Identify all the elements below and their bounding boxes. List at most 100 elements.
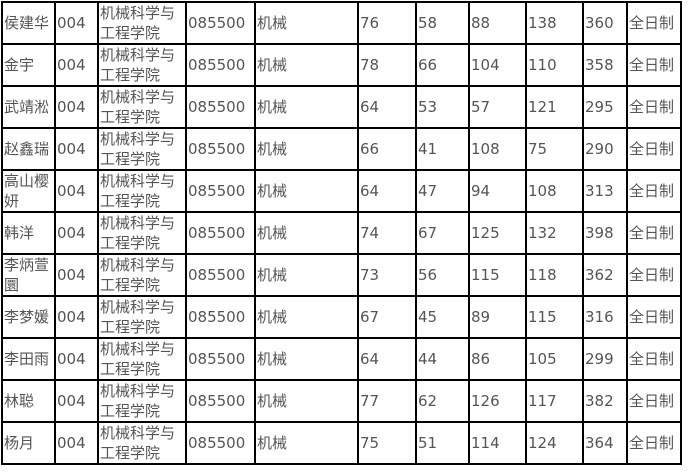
total-score-cell: 360 [582,1,628,45]
major-code-cell: 085500 [185,169,256,213]
major-cell: 机械 [254,421,359,465]
major-code-cell: 085500 [185,295,256,339]
name-cell: 金宇 [1,43,56,87]
total-score-cell: 299 [582,337,628,381]
school-cell: 机械科学与工程学院 [97,85,187,129]
name-cell: 杨月 [1,421,56,465]
major-code-cell: 085500 [185,421,256,465]
dept-code-cell: 004 [54,379,99,423]
school-cell: 机械科学与工程学院 [97,1,187,45]
name-cell: 韩洋 [1,211,56,255]
dept-code-cell: 004 [54,337,99,381]
study-mode-cell: 全日制 [626,169,682,213]
subject2-score-cell: 121 [525,85,584,129]
school-cell: 机械科学与工程学院 [97,295,187,339]
english-score-cell: 53 [415,85,470,129]
total-score-cell: 316 [582,295,628,339]
name-cell: 武靖淞 [1,85,56,129]
english-score-cell: 62 [415,379,470,423]
school-cell: 机械科学与工程学院 [97,127,187,171]
study-mode-cell: 全日制 [626,253,682,297]
major-cell: 机械 [254,43,359,87]
major-cell: 机械 [254,211,359,255]
dept-code-cell: 004 [54,169,99,213]
table-row: 金宇 004 机械科学与工程学院 085500 机械 78 66 104 110 358 全日制 [1,43,682,87]
dept-code-cell: 004 [54,1,99,45]
table-row: 李田雨 004 机械科学与工程学院 085500 机械 64 44 86 105 299 全日制 [1,337,682,381]
english-score-cell: 44 [415,337,470,381]
politics-score-cell: 76 [357,1,417,45]
study-mode-cell: 全日制 [626,85,682,129]
table-row: 林聪 004 机械科学与工程学院 085500 机械 77 62 126 117 382 全日制 [1,379,682,423]
english-score-cell: 45 [415,295,470,339]
name-cell: 李梦媛 [1,295,56,339]
school-cell: 机械科学与工程学院 [97,337,187,381]
table-row: 侯建华 004 机械科学与工程学院 085500 机械 76 58 88 138 360 全日制 [1,1,682,45]
subject1-score-cell: 86 [468,337,527,381]
school-cell: 机械科学与工程学院 [97,43,187,87]
subject1-score-cell: 104 [468,43,527,87]
name-cell: 赵鑫瑞 [1,127,56,171]
name-cell: 李田雨 [1,337,56,381]
politics-score-cell: 74 [357,211,417,255]
dept-code-cell: 004 [54,43,99,87]
total-score-cell: 290 [582,127,628,171]
politics-score-cell: 78 [357,43,417,87]
dept-code-cell: 004 [54,421,99,465]
table-row: 赵鑫瑞 004 机械科学与工程学院 085500 机械 66 41 108 75 290 全日制 [1,127,682,171]
english-score-cell: 51 [415,421,470,465]
score-table: 侯建华 004 机械科学与工程学院 085500 机械 76 58 88 138 360 全日制 金宇… [1,1,682,465]
subject1-score-cell: 114 [468,421,527,465]
subject2-score-cell: 110 [525,43,584,87]
major-code-cell: 085500 [185,127,256,171]
politics-score-cell: 66 [357,127,417,171]
dept-code-cell: 004 [54,211,99,255]
major-cell: 机械 [254,379,359,423]
major-cell: 机械 [254,85,359,129]
total-score-cell: 295 [582,85,628,129]
major-code-cell: 085500 [185,337,256,381]
major-cell: 机械 [254,337,359,381]
total-score-cell: 398 [582,211,628,255]
politics-score-cell: 75 [357,421,417,465]
name-cell: 高山樱妍 [1,169,56,213]
subject2-score-cell: 108 [525,169,584,213]
subject1-score-cell: 88 [468,1,527,45]
study-mode-cell: 全日制 [626,337,682,381]
subject2-score-cell: 132 [525,211,584,255]
name-cell: 侯建华 [1,1,56,45]
study-mode-cell: 全日制 [626,43,682,87]
major-code-cell: 085500 [185,1,256,45]
study-mode-cell: 全日制 [626,295,682,339]
subject2-score-cell: 118 [525,253,584,297]
major-code-cell: 085500 [185,211,256,255]
school-cell: 机械科学与工程学院 [97,253,187,297]
subject1-score-cell: 57 [468,85,527,129]
politics-score-cell: 64 [357,169,417,213]
subject1-score-cell: 89 [468,295,527,339]
dept-code-cell: 004 [54,253,99,297]
politics-score-cell: 73 [357,253,417,297]
dept-code-cell: 004 [54,85,99,129]
study-mode-cell: 全日制 [626,1,682,45]
table-row: 武靖淞 004 机械科学与工程学院 085500 机械 64 53 57 121 295 全日制 [1,85,682,129]
subject1-score-cell: 115 [468,253,527,297]
school-cell: 机械科学与工程学院 [97,421,187,465]
total-score-cell: 362 [582,253,628,297]
subject1-score-cell: 94 [468,169,527,213]
english-score-cell: 41 [415,127,470,171]
major-code-cell: 085500 [185,379,256,423]
english-score-cell: 66 [415,43,470,87]
subject1-score-cell: 125 [468,211,527,255]
school-cell: 机械科学与工程学院 [97,211,187,255]
major-cell: 机械 [254,1,359,45]
english-score-cell: 67 [415,211,470,255]
name-cell: 林聪 [1,379,56,423]
politics-score-cell: 64 [357,85,417,129]
table-row: 杨月 004 机械科学与工程学院 085500 机械 75 51 114 124 364 全日制 [1,421,682,465]
table-row: 李炳萱圜 004 机械科学与工程学院 085500 机械 73 56 115 118 362 全日制 [1,253,682,297]
total-score-cell: 358 [582,43,628,87]
dept-code-cell: 004 [54,295,99,339]
major-cell: 机械 [254,169,359,213]
study-mode-cell: 全日制 [626,421,682,465]
